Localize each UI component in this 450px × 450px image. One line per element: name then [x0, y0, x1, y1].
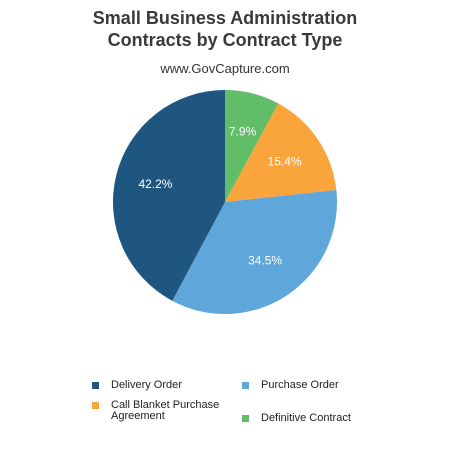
legend-item-definitive-contract: Definitive Contract: [242, 413, 391, 424]
pie-label-delivery-order: 42.2%: [138, 177, 172, 191]
pie-slice-purchase-order: [172, 190, 338, 315]
legend-item-delivery-order: Delivery Order: [92, 380, 241, 391]
legend-swatch-definitive-contract: [242, 415, 249, 422]
pie-label-call-blanket-purchase-agreement: 15.4%: [268, 154, 302, 168]
legend-swatch-delivery-order: [92, 382, 99, 389]
legend-label-call-blanket-purchase-agreement: Call Blanket Purchase Agreement: [111, 399, 220, 422]
chart-title-line-1: Small Business Administration: [92, 8, 358, 28]
legend-item-call-blanket-purchase-agreement: Call Blanket Purchase Agreement: [92, 400, 241, 422]
pie-label-definitive-contract: 7.9%: [229, 125, 257, 139]
legend-label-delivery-order: Delivery Order: [111, 379, 182, 391]
pie-label-purchase-order: 34.5%: [248, 254, 282, 268]
chart-subtitle: www.GovCapture.com: [160, 61, 290, 76]
pie-slice-definitive-contract: [225, 90, 279, 202]
legend-swatch-purchase-order: [242, 382, 249, 389]
legend-label-purchase-order: Purchase Order: [261, 379, 339, 391]
chart-title: Small Business Administration Contracts …: [0, 7, 450, 51]
chart-title-line-2: Contracts by Contract Type: [107, 30, 343, 50]
pie-slice-delivery-order: [112, 90, 225, 301]
legend-label-definitive-contract: Definitive Contract: [261, 412, 351, 424]
pie-slice-call-blanket-purchase-agreement: [225, 103, 337, 202]
legend-swatch-call-blanket-purchase-agreement: [92, 402, 99, 409]
legend-item-purchase-order: Purchase Order: [242, 380, 391, 391]
